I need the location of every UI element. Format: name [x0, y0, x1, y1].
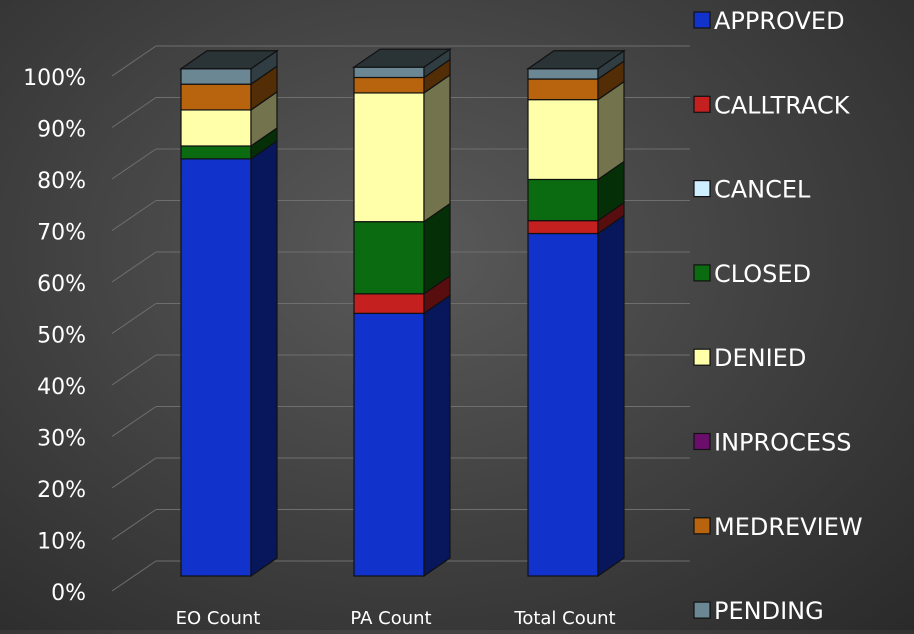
legend-label: DENIED	[714, 344, 806, 372]
gridline-side	[111, 354, 157, 386]
legend-label: CANCEL	[714, 176, 811, 204]
gridline-side	[111, 97, 157, 128]
y-tick-label: 0%	[51, 581, 86, 606]
y-tick-label: 100%	[23, 66, 86, 91]
bar-segment	[180, 83, 252, 111]
legend-label: INPROCESS	[714, 429, 851, 457]
y-tick-label: 70%	[37, 221, 86, 246]
bar-segment	[353, 92, 425, 223]
x-tick-label: PA Count	[350, 608, 431, 629]
gridline-side	[111, 303, 157, 334]
bar-top	[352, 48, 452, 68]
y-tick-label: 60%	[37, 272, 86, 297]
legend-item: CLOSED	[693, 260, 811, 288]
bar-segment	[527, 178, 599, 222]
bar-segment	[527, 68, 599, 80]
y-tick-label: 10%	[37, 530, 86, 555]
bar-segment	[353, 312, 425, 577]
y-tick-label: 30%	[37, 427, 86, 452]
bar-segment	[180, 158, 252, 577]
legend-swatch	[693, 348, 711, 366]
legend-item: CANCEL	[693, 176, 811, 204]
bar-stack	[526, 49, 626, 578]
legend-swatch	[693, 11, 711, 29]
legend-swatch	[693, 432, 711, 451]
gridline-side	[111, 148, 157, 180]
bar-segment	[180, 145, 252, 160]
y-axis-ticks: 0% 10% 20% 30% 40% 50% 60% 70% 80% 90% 100%	[23, 66, 86, 606]
legend-swatch	[693, 601, 711, 619]
x-axis-ticks: EO Count PA Count Total Count	[176, 608, 616, 629]
bar-top	[526, 50, 626, 70]
legend: APPROVED CALLTRACK CANCEL CLOSED DENIED INPRO…	[693, 7, 863, 625]
bar-segment-side	[423, 73, 451, 223]
bar-segment	[180, 109, 252, 147]
bar-segment	[180, 68, 252, 85]
x-tick-label: Total Count	[513, 608, 615, 629]
legend-label: APPROVED	[714, 7, 845, 35]
bar-segment	[353, 221, 425, 295]
y-tick-label: 20%	[37, 478, 86, 503]
bar-segment	[527, 78, 599, 101]
gridline-side	[111, 509, 157, 540]
legend-swatch	[693, 180, 711, 198]
y-tick-label: 40%	[37, 375, 86, 400]
gridline-side	[111, 560, 157, 592]
gridline-side	[111, 200, 157, 231]
bar-segment-side	[597, 214, 625, 578]
bar-segment	[353, 76, 425, 94]
legend-item: DENIED	[693, 344, 806, 372]
legend-label: PENDING	[714, 597, 824, 625]
gridline-side	[111, 251, 157, 283]
legend-swatch	[693, 264, 711, 282]
bar-segment-side	[250, 139, 278, 578]
bar-segment-side	[423, 294, 451, 578]
bar-stack	[179, 49, 279, 578]
gridline-side	[111, 457, 157, 489]
legend-label: MEDREVIEW	[714, 513, 863, 541]
bar-segment	[353, 293, 425, 314]
legend-item: PENDING	[693, 597, 824, 625]
bar-segment	[353, 66, 425, 79]
bar-segment	[527, 220, 599, 235]
bar-top	[179, 50, 279, 70]
x-tick-label: EO Count	[176, 608, 261, 629]
legend-item: APPROVED	[693, 7, 845, 35]
legend-label: CLOSED	[714, 260, 811, 288]
legend-swatch	[693, 517, 711, 535]
gridline-side	[111, 406, 157, 437]
y-tick-label: 80%	[37, 169, 86, 194]
y-tick-label: 50%	[37, 324, 86, 349]
bar-segment	[527, 232, 599, 577]
bar-segment	[527, 99, 599, 181]
y-tick-label: 90%	[37, 118, 86, 143]
bars	[179, 48, 626, 578]
gridline-side	[111, 45, 157, 77]
legend-item: CALLTRACK	[693, 91, 851, 119]
legend-swatch	[693, 95, 711, 113]
legend-item: MEDREVIEW	[693, 513, 863, 541]
legend-item: INPROCESS	[693, 429, 851, 457]
bar-stack	[352, 48, 452, 578]
legend-label: CALLTRACK	[714, 91, 851, 119]
